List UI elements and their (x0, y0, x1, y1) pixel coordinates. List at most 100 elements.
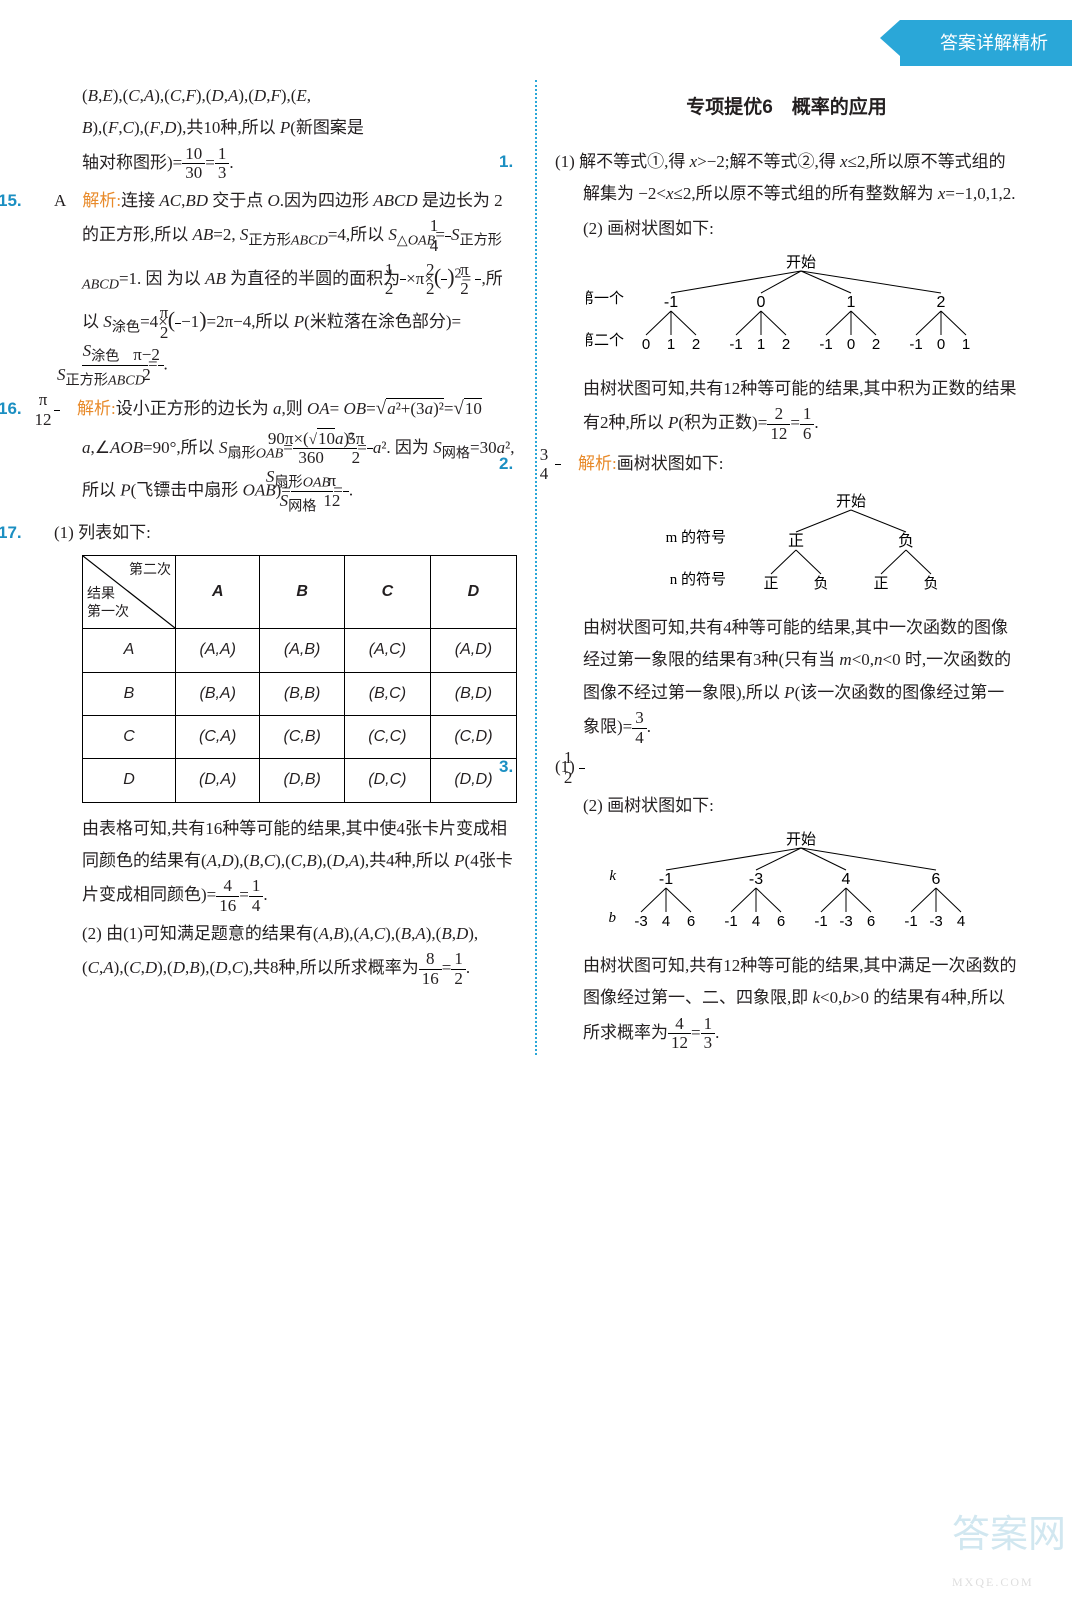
svg-text:0: 0 (756, 294, 765, 311)
svg-text:-1: -1 (814, 913, 827, 930)
r2c2: (C,B) (260, 715, 344, 758)
svg-text:0: 0 (846, 336, 854, 353)
rq1-tree: 开始 第一个 第二个 -1 0 1 2 012 -112 -102 -101 (586, 253, 1016, 363)
corner-top: 第二次 (129, 558, 171, 585)
corner-bot: 第一次 (87, 600, 129, 627)
svg-text:负: 负 (813, 575, 828, 592)
rq1-num: 1. (527, 146, 555, 178)
rq1-p2: (2) 画树状图如下: (583, 213, 1018, 245)
q16-label: 解析: (77, 399, 116, 418)
svg-text:-3: -3 (929, 913, 942, 930)
q16: 16.π12 解析:设小正方形的边长为 a,则 OA= OB=√a²+(3a)²… (54, 391, 517, 515)
svg-text:2: 2 (781, 336, 789, 353)
r3c3: (D,C) (344, 759, 430, 802)
r3c0: D (83, 759, 176, 802)
svg-text:负: 负 (897, 532, 913, 550)
rq3-num: 3. (527, 751, 555, 783)
rq2-p1: 画树状图如下: (617, 454, 724, 473)
svg-text:正: 正 (787, 533, 803, 550)
r1c1: (B,A) (176, 672, 260, 715)
rq1-after: 由树状图可知,共有12种等可能的结果,其中积为正数的结果有2种,所以 P(积为正… (583, 373, 1018, 444)
r0c1: (A,A) (176, 629, 260, 672)
svg-text:6: 6 (866, 913, 874, 930)
header-tab: 答案详解精析 (900, 20, 1072, 66)
rq3-p2: (2) 画树状图如下: (583, 790, 1018, 822)
svg-text:1: 1 (961, 336, 969, 353)
q17-table: 第二次 结果 第一次 A B C D A(A,A)(A,B)(A,C)(A,D)… (82, 555, 517, 803)
rq1-p1: 1.(1) 解不等式①,得 x>−2;解不等式②,得 x≤2,所以原不等式组的解… (555, 146, 1018, 211)
col-D: D (430, 556, 516, 629)
r2c0: C (83, 715, 176, 758)
svg-text:-3: -3 (748, 871, 762, 888)
r0c2: (A,B) (260, 629, 344, 672)
svg-text:4: 4 (841, 871, 850, 888)
svg-text:m 的符号: m 的符号 (665, 529, 725, 546)
svg-text:-1: -1 (819, 336, 832, 353)
svg-text:正: 正 (763, 576, 778, 592)
rq2: 2.34 解析:画树状图如下: (555, 446, 1018, 484)
svg-text:2: 2 (936, 294, 945, 311)
watermark-small: MXQE.COM (952, 1571, 1066, 1594)
svg-text:-1: -1 (909, 336, 922, 353)
section-title: 专项提优6 概率的应用 (555, 90, 1018, 126)
r0c3: (A,C) (344, 629, 430, 672)
svg-text:开始: 开始 (785, 831, 815, 848)
svg-text:-1: -1 (729, 336, 742, 353)
svg-text:0: 0 (641, 336, 649, 353)
r0c0: A (83, 629, 176, 672)
svg-text:k: k (609, 868, 616, 884)
svg-text:第一个: 第一个 (586, 289, 624, 307)
r3c2: (D,B) (260, 759, 344, 802)
svg-text:-3: -3 (634, 913, 647, 930)
q17-p2: (2) 由(1)可知满足题意的结果有(A,B),(A,C),(B,A),(B,D… (82, 918, 517, 989)
svg-text:1: 1 (846, 294, 855, 311)
svg-text:开始: 开始 (785, 254, 815, 271)
svg-text:4: 4 (751, 913, 759, 930)
watermark: 答案网 MXQE.COM (952, 1499, 1066, 1594)
left-column: (B,E),(C,A),(C,F),(D,A),(D,F),(E, B),(F,… (40, 80, 531, 1055)
col-A: A (176, 556, 260, 629)
svg-text:开始: 开始 (835, 493, 865, 510)
svg-text:b: b (608, 910, 616, 926)
col-B: B (260, 556, 344, 629)
r2c1: (C,A) (176, 715, 260, 758)
column-divider (535, 80, 537, 1055)
svg-text:4: 4 (661, 913, 669, 930)
svg-text:1: 1 (756, 336, 764, 353)
page-columns: (B,E),(C,A),(C,F),(D,A),(D,F),(E, B),(F,… (40, 80, 1032, 1055)
r1c3: (B,C) (344, 672, 430, 715)
r1c2: (B,B) (260, 672, 344, 715)
watermark-big: 答案网 (952, 1514, 1066, 1556)
svg-text:n 的符号: n 的符号 (669, 571, 725, 588)
svg-text:正: 正 (873, 576, 888, 592)
intro-text: (B,E),(C,A),(C,F),(D,A),(D,F),(E, B),(F,… (82, 80, 517, 183)
r1c4: (B,D) (430, 672, 516, 715)
rq3-p1: 3.(1) 12 (555, 749, 1018, 787)
svg-text:-1: -1 (724, 913, 737, 930)
svg-text:6: 6 (931, 871, 940, 888)
svg-text:1: 1 (666, 336, 674, 353)
svg-text:-3: -3 (839, 913, 852, 930)
col-C: C (344, 556, 430, 629)
rq2-label: 解析: (578, 454, 617, 473)
r2c3: (C,C) (344, 715, 430, 758)
right-column: 专项提优6 概率的应用 1.(1) 解不等式①,得 x>−2;解不等式②,得 x… (541, 80, 1032, 1055)
svg-text:4: 4 (956, 913, 964, 930)
r3c1: (D,A) (176, 759, 260, 802)
rq2-after: 由树状图可知,共有4种等可能的结果,其中一次函数的图像经过第一象限的结果有3种(… (583, 612, 1018, 747)
svg-text:2: 2 (691, 336, 699, 353)
q15-num: 15. (26, 185, 54, 217)
q17-p1: (1) 列表如下: (54, 523, 151, 542)
r0c4: (A,D) (430, 629, 516, 672)
svg-text:2: 2 (871, 336, 879, 353)
svg-text:第二个: 第二个 (586, 331, 624, 349)
rq2-tree: 开始 m 的符号 n 的符号 正负 正负 正负 (621, 492, 981, 602)
svg-text:-1: -1 (658, 871, 672, 888)
q17-after-table: 由表格可知,共有16种等可能的结果,其中使4张卡片变成相同颜色的结果有(A,D)… (82, 813, 517, 916)
svg-text:0: 0 (936, 336, 944, 353)
rq3-after: 由树状图可知,共有12种等可能的结果,其中满足一次函数的图像经过第一、二、四象限… (583, 950, 1018, 1053)
svg-text:6: 6 (776, 913, 784, 930)
q17-num: 17. (26, 517, 54, 549)
svg-text:-1: -1 (904, 913, 917, 930)
svg-text:负: 负 (923, 575, 938, 592)
